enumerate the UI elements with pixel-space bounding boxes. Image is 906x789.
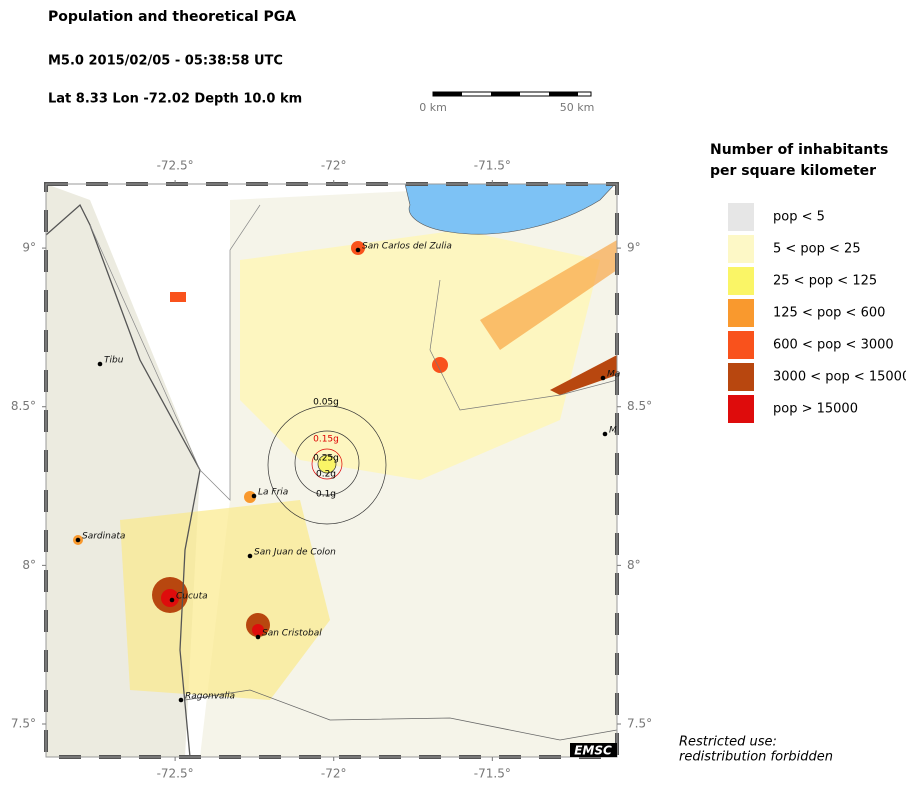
footer: Restricted use: <box>679 735 777 750</box>
legend-label: 5 < pop < 25 <box>773 242 861 257</box>
lat-label: 8° <box>22 558 36 572</box>
city-dot <box>355 247 361 253</box>
pga-label: 0.1g <box>316 490 336 500</box>
logo-box <box>570 743 617 757</box>
legend-label: pop < 5 <box>773 210 825 225</box>
city-label: San Juan de Colon <box>254 548 336 558</box>
scale-start: 0 km <box>419 101 447 114</box>
event: M5.0 2015/02/05 - 05:38:58 UTC <box>48 54 283 69</box>
pga-label: 0.2g <box>316 470 336 480</box>
lon-label: -72° <box>321 159 347 173</box>
logo: EMSC <box>574 744 612 758</box>
city-dot <box>600 375 606 381</box>
map-border <box>45 183 618 758</box>
legend-label: pop > 15000 <box>773 402 858 417</box>
city-label: San Carlos del Zulia <box>362 242 452 252</box>
lat-label: 8.5° <box>11 399 36 413</box>
city-label: M <box>609 426 617 436</box>
legend-label: 25 < pop < 125 <box>773 274 877 289</box>
lat-label: 9° <box>22 241 36 255</box>
legend-label: 600 < pop < 3000 <box>773 338 894 353</box>
city-label: Cucuta <box>176 592 208 602</box>
city-dot <box>178 697 184 703</box>
pga-circles <box>267 405 387 525</box>
title: Population and theoretical PGA <box>48 9 296 25</box>
legend-swatch <box>728 331 754 359</box>
lat-label: 8° <box>627 558 641 572</box>
city-dot <box>169 597 175 603</box>
pga-label: 0.25g <box>313 454 339 464</box>
legend-label: 125 < pop < 600 <box>773 306 885 321</box>
city-label: Ma <box>607 370 620 380</box>
legend-title: per square kilometer <box>710 163 876 179</box>
city-label: San Cristobal <box>262 629 322 639</box>
city-dot <box>251 493 257 499</box>
pga-label: 0.15g <box>313 435 339 445</box>
lon-label: -71.5° <box>474 767 511 781</box>
legend-swatch <box>728 235 754 263</box>
lon-label: -72° <box>321 767 347 781</box>
city-dot <box>602 431 608 437</box>
city-dot <box>255 634 261 640</box>
pga-label: 0.05g <box>313 398 339 408</box>
legend-title: Number of inhabitants <box>710 142 888 158</box>
city-dot <box>97 361 103 367</box>
city-label: Sardinata <box>82 532 125 542</box>
lon-label: -72.5° <box>157 767 194 781</box>
city-label: La Fria <box>258 488 288 498</box>
lat-label: 7.5° <box>11 717 36 731</box>
legend-swatch <box>728 363 754 391</box>
footer: redistribution forbidden <box>679 750 833 765</box>
scale-bar <box>432 91 592 97</box>
location: Lat 8.33 Lon -72.02 Depth 10.0 km <box>48 92 302 107</box>
legend-swatch <box>728 395 754 423</box>
lon-label: -72.5° <box>157 159 194 173</box>
scale-end: 50 km <box>560 101 595 114</box>
city-label: Tibu <box>104 356 124 366</box>
legend-swatch <box>728 267 754 295</box>
lat-label: 7.5° <box>627 717 652 731</box>
lat-label: 8.5° <box>627 399 652 413</box>
legend-swatch <box>728 299 754 327</box>
city-dot <box>247 553 253 559</box>
lon-label: -71.5° <box>474 159 511 173</box>
city-label: Ragonvalia <box>185 692 235 702</box>
legend-swatch <box>728 203 754 231</box>
legend-label: 3000 < pop < 15000 <box>773 370 906 385</box>
lat-label: 9° <box>627 241 641 255</box>
city-dot <box>75 537 81 543</box>
